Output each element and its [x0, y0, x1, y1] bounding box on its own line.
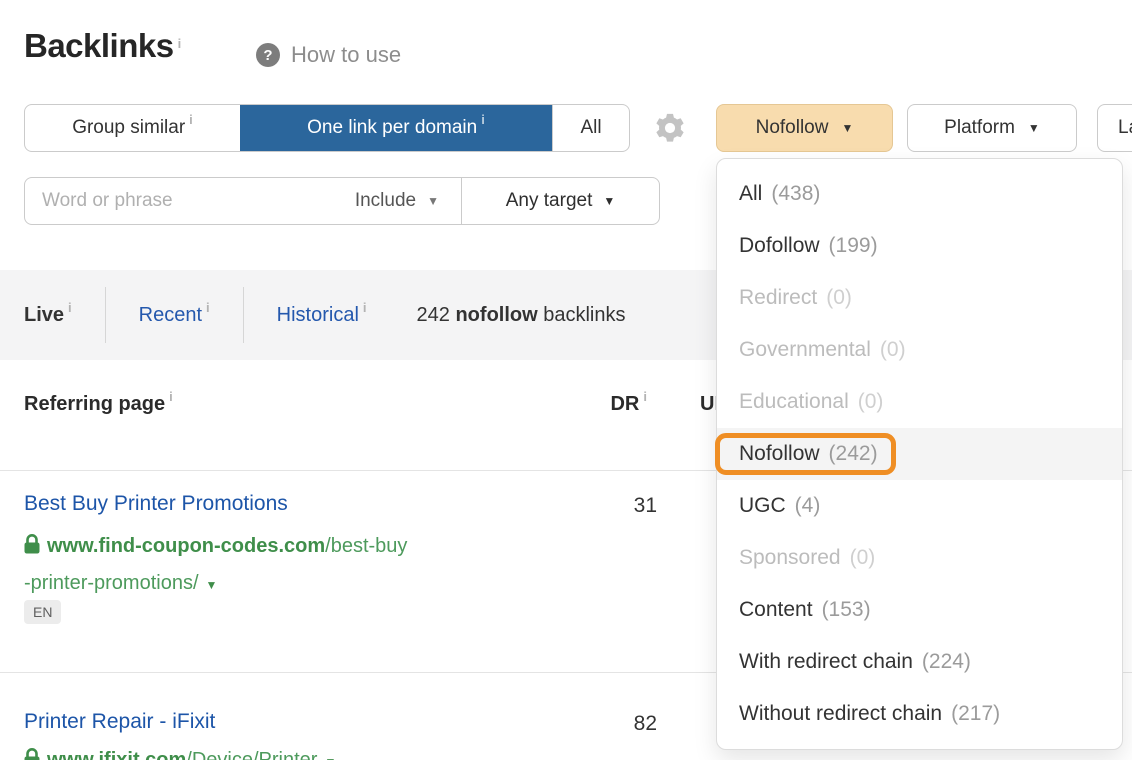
dropdown-item-with-redirect-chain[interactable]: With redirect chain (224) [739, 650, 971, 673]
lock-icon [24, 530, 40, 567]
url-expand-caret-icon[interactable]: ▼ [205, 578, 218, 592]
referring-page-url: www.ifixit.com/Device/Printer ▼ [24, 742, 456, 760]
chevron-down-icon: ▼ [603, 194, 616, 208]
how-to-use-link[interactable]: ? How to use [256, 42, 401, 68]
nofollow-filter-dropdown-menu: All (438) Dofollow (199) Redirect (0) Gover… [715, 158, 1123, 750]
dropdown-item-ugc[interactable]: UGC (4) [739, 494, 821, 517]
referring-page-link[interactable]: Best Buy Printer Promotions [24, 492, 288, 515]
info-icon: i [169, 389, 173, 404]
question-circle-icon: ? [256, 43, 280, 67]
dropdown-item-redirect: Redirect (0) [739, 286, 852, 309]
lock-icon [24, 744, 40, 760]
dr-value: 82 [633, 712, 657, 735]
info-icon: i [643, 389, 647, 404]
referring-page-link[interactable]: Printer Repair - iFixit [24, 710, 216, 733]
word-or-phrase-input[interactable] [42, 190, 355, 212]
include-mode-dropdown[interactable]: Include ▼ [354, 190, 439, 211]
url-path: /Device/Printer [186, 749, 318, 760]
divider [104, 287, 106, 343]
divider [0, 470, 1132, 471]
info-icon: i [189, 111, 193, 127]
chevron-down-icon: ▼ [841, 121, 854, 135]
divider [461, 178, 462, 224]
gear-icon [656, 113, 684, 142]
url-path: /best-buy [325, 535, 408, 557]
group-similar-button[interactable]: Group similar i [72, 111, 193, 139]
keyword-filter-group: Include ▼ Any target ▼ [24, 177, 660, 225]
nofollow-filter-button[interactable]: Nofollow ▼ [716, 104, 893, 152]
tab-recent[interactable]: Recent i [138, 299, 210, 326]
dropdown-item-sponsored: Sponsored (0) [739, 546, 876, 569]
tab-historical[interactable]: Historical i [276, 299, 367, 326]
dr-value: 31 [633, 494, 657, 517]
dropdown-item-governmental: Governmental (0) [739, 338, 906, 361]
chevron-down-icon: ▼ [1027, 121, 1040, 135]
referring-page-url: www.find-coupon-codes.com/best-buy -prin… [24, 528, 456, 602]
dropdown-item-educational: Educational (0) [739, 390, 884, 413]
info-icon: i [481, 111, 485, 127]
how-to-use-label: How to use [291, 42, 402, 67]
url-domain: www.ifixit.com [47, 749, 187, 760]
page-title: Backlinks i [24, 27, 182, 64]
dropdown-item-content[interactable]: Content (153) [739, 598, 871, 621]
info-icon: i [68, 299, 72, 315]
keyword-filter-left: Include ▼ [25, 178, 461, 224]
any-target-dropdown[interactable]: Any target ▼ [505, 190, 616, 211]
url-expand-caret-icon[interactable]: ▼ [324, 755, 336, 760]
all-links-button[interactable]: All [552, 105, 629, 151]
one-link-per-domain-button[interactable]: One link per domain i [240, 105, 552, 151]
divider [242, 287, 244, 343]
platform-filter-button[interactable]: Platform ▼ [907, 104, 1077, 152]
link-grouping-segmented-control: Group similar i One link per domain i All [24, 104, 630, 152]
dropdown-item-all[interactable]: All (438) [739, 182, 821, 205]
dropdown-item-dofollow[interactable]: Dofollow (199) [739, 234, 878, 257]
settings-gear-icon[interactable] [652, 110, 688, 146]
info-icon: i [362, 299, 367, 315]
results-summary: 242 nofollow backlinks [416, 303, 626, 326]
url-path: -printer-promotions/ [24, 572, 199, 594]
column-header-dr[interactable]: DR i [610, 389, 647, 415]
selection-highlight-box: Nofollow (242) [715, 433, 896, 475]
tab-live[interactable]: Live i [24, 299, 72, 326]
info-icon: i [177, 36, 182, 51]
language-filter-button[interactable]: Language [1097, 104, 1132, 152]
dropdown-item-nofollow[interactable]: Nofollow (242) [715, 428, 1122, 480]
column-header-referring-page[interactable]: Referring page i [24, 389, 173, 415]
language-badge: EN [24, 600, 62, 624]
info-icon: i [206, 299, 210, 315]
chevron-down-icon: ▼ [427, 194, 439, 208]
dropdown-item-without-redirect-chain[interactable]: Without redirect chain (217) [739, 702, 1001, 725]
url-domain: www.find-coupon-codes.com [47, 535, 326, 557]
divider [0, 672, 1132, 673]
